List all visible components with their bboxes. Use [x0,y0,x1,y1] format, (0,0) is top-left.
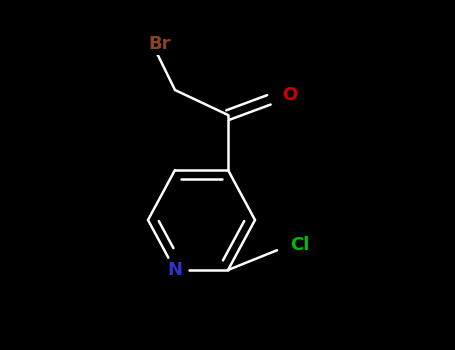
Text: Br: Br [148,35,171,53]
Text: O: O [282,86,297,104]
Text: N: N [167,261,182,279]
Text: Cl: Cl [290,236,309,254]
